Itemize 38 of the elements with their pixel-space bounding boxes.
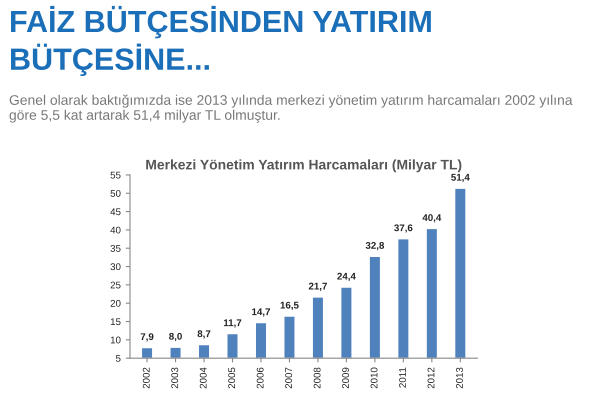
- x-tick-label: 2008: [314, 368, 321, 388]
- y-tick-label: 35: [110, 244, 121, 252]
- data-label: 16,5: [280, 302, 299, 310]
- y-tick-label: 40: [110, 226, 121, 234]
- data-label: 8,7: [198, 330, 210, 339]
- text: Genel olarak baktığımızda ise 2013 yılında merkezi yönetim yatırım harcamaları 2002 yılına göre 5,5 kat artarak 51,4 milyar TL olmuştur.: [10, 94, 573, 123]
- y-tick-label: 45: [110, 208, 121, 216]
- data-label: 11,7: [224, 319, 242, 328]
- data-label: 24,4: [337, 272, 356, 282]
- data-label: 32,8: [366, 242, 384, 250]
- x-tick-label: 2003: [171, 368, 178, 388]
- data-label: 37,6: [394, 224, 412, 233]
- data-label: 7,9: [140, 333, 154, 342]
- x-tick-label: 2010: [370, 368, 378, 388]
- y-tick-label: 10: [110, 336, 121, 344]
- y-tick-label: 20: [110, 300, 121, 307]
- x-tick-label: 2006: [256, 368, 264, 388]
- data-label: 14,7: [252, 308, 270, 317]
- x-tick-label: 2013: [456, 368, 463, 388]
- data-label: 40,4: [422, 214, 442, 222]
- x-tick-label: 2009: [342, 368, 350, 388]
- y-tick-label: 15: [110, 318, 121, 326]
- x-tick-label: 2012: [428, 368, 434, 388]
- chart-title: Merkezi Yönetim Yatırım Harcamaları (Milyar TL): [146, 159, 462, 172]
- y-tick-label: 30: [110, 263, 121, 270]
- x-tick-label: 2007: [285, 368, 292, 388]
- x-tick-label: 2004: [200, 367, 207, 388]
- x-tick-label: 2011: [399, 368, 406, 388]
- x-tick-label: 2002: [142, 368, 150, 388]
- text: FAİZ BÜTÇESİNDEN YATIRIM BÜTÇESİNE...: [11, 6, 431, 76]
- y-tick-label: 5: [116, 354, 121, 362]
- data-label: 8,0: [169, 332, 182, 342]
- y-tick-label: 55: [110, 172, 121, 179]
- data-label: 21,7: [308, 282, 327, 291]
- y-tick-label: 50: [110, 190, 121, 197]
- x-tick-label: 2005: [228, 368, 236, 388]
- data-label: 51,4: [451, 174, 470, 182]
- y-tick-label: 25: [110, 282, 121, 288]
